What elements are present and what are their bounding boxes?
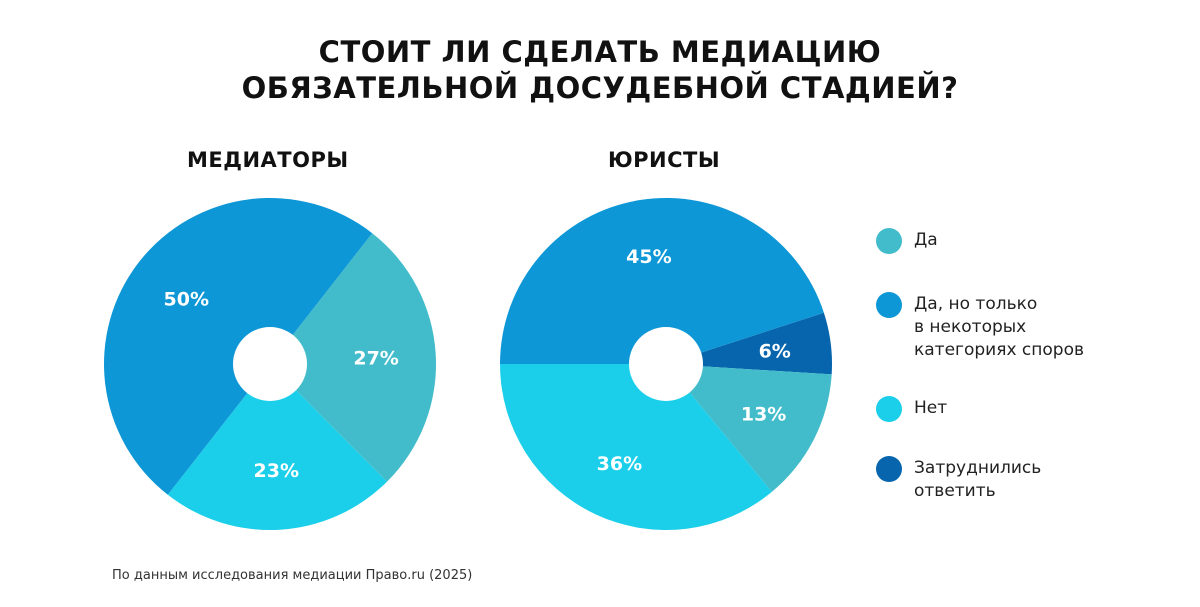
slice-label-lawyers-3: 45% xyxy=(626,246,671,268)
pie-slice-lawyers-3 xyxy=(500,197,824,364)
slice-label-lawyers-1: 13% xyxy=(741,404,786,426)
slice-label-mediators-1: 23% xyxy=(254,460,299,482)
pie-slice-lawyers-2 xyxy=(500,364,772,531)
legend-label-no: Нет xyxy=(914,398,948,418)
legend-swatch-yes-some xyxy=(876,292,902,318)
legend-swatch-unsure xyxy=(876,456,902,482)
legend-item-yes-some: Да, но только в некоторых категориях спо… xyxy=(876,292,1154,362)
legend-item-unsure: Затруднились ответить xyxy=(876,456,1154,503)
legend-label-yes: Да xyxy=(914,230,938,250)
source-note: По данным исследования медиации Право.ru… xyxy=(112,568,473,583)
legend-swatch-no xyxy=(876,396,902,422)
main-title-line-1: СТОИТ ЛИ СДЕЛАТЬ МЕДИАЦИЮ xyxy=(318,35,882,69)
pie-slice-lawyers-1 xyxy=(666,364,832,492)
legend-label-unsure: Затруднились ответить xyxy=(914,458,1042,501)
slice-label-lawyers-2: 36% xyxy=(597,453,642,475)
legend-item-no: Нет xyxy=(876,396,1154,422)
chart-title-lawyers: ЮРИСТЫ xyxy=(608,148,721,172)
slice-label-lawyers-0: 6% xyxy=(759,340,791,362)
legend-swatch-yes xyxy=(876,228,902,254)
main-title: СТОИТ ЛИ СДЕЛАТЬ МЕДИАЦИЮ ОБЯЗАТЕЛЬНОЙ Д… xyxy=(0,34,1200,106)
pie-slice-mediators-1 xyxy=(167,364,387,531)
pie-slice-lawyers-0 xyxy=(666,312,832,375)
main-title-line-2: ОБЯЗАТЕЛЬНОЙ ДОСУДЕБНОЙ СТАДИЕЙ? xyxy=(241,71,959,105)
legend-label-yes-some: Да, но только в некоторых категориях спо… xyxy=(914,294,1084,360)
slice-label-mediators-2: 50% xyxy=(164,289,209,311)
donut-hole-lawyers xyxy=(629,327,703,401)
slice-label-mediators-0: 27% xyxy=(353,348,398,370)
legend-item-yes: Да xyxy=(876,228,1154,254)
pie-slice-mediators-0 xyxy=(270,233,437,482)
chart-title-mediators: МЕДИАТОРЫ xyxy=(187,148,349,172)
donut-hole-mediators xyxy=(233,327,307,401)
